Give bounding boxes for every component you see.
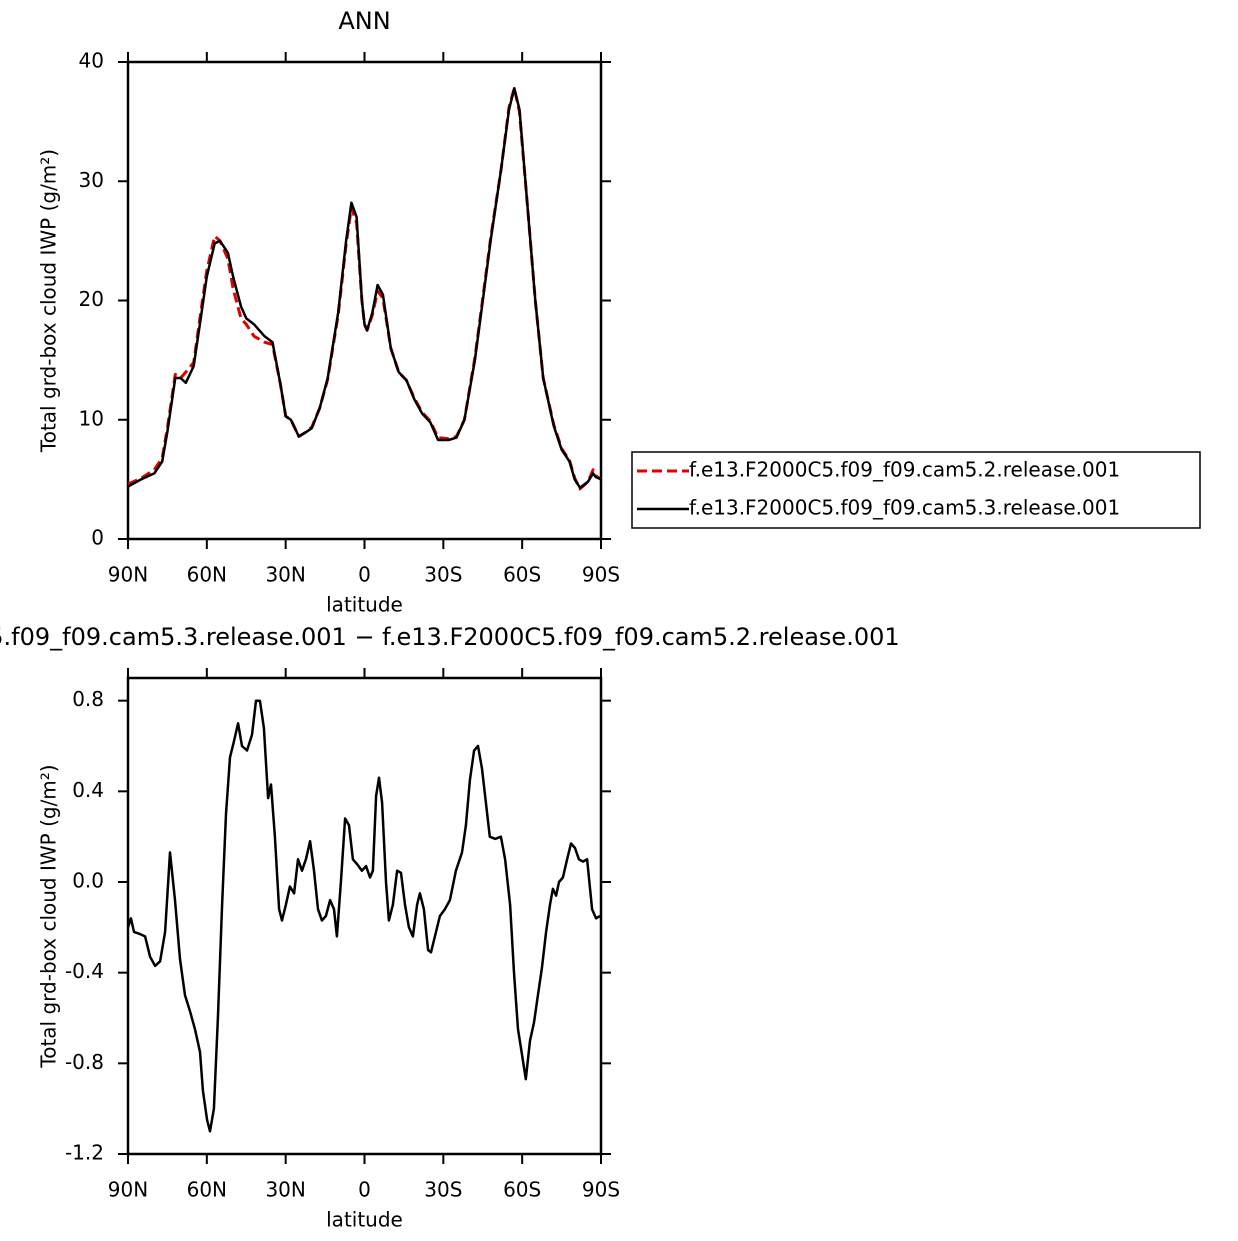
x-tick-label: 30S [424, 563, 462, 587]
y-tick-label: -1.2 [65, 1141, 104, 1165]
x-tick-label: 30S [424, 1178, 462, 1202]
chart-title: ANN [338, 7, 390, 35]
x-tick-label: 90S [582, 1178, 620, 1202]
x-tick-label: 90S [582, 563, 620, 587]
x-tick-label: 60N [187, 563, 227, 587]
chart-title: f.e13.F2000C5.f09_f09.cam5.3.release.001… [0, 623, 900, 651]
data-line [127, 86, 602, 489]
x-tick-label: 0 [358, 1178, 371, 1202]
x-tick-label: 90N [108, 563, 148, 587]
x-tick-label: 60N [187, 1178, 227, 1202]
data-line [127, 86, 602, 491]
y-tick-label: -0.4 [65, 959, 104, 983]
y-tick-label: 0.4 [72, 778, 104, 802]
legend-frame [631, 451, 1201, 529]
legend-label: f.e13.F2000C5.f09_f09.cam5.3.release.001 [689, 496, 1120, 520]
data-line [126, 699, 601, 1133]
x-tick-label: 60S [503, 563, 541, 587]
y-tick-label: 30 [79, 168, 104, 192]
y-tick-label: -0.8 [65, 1050, 104, 1074]
plot-frame [126, 60, 603, 541]
y-tick-label: 0 [91, 526, 104, 550]
x-tick-label: 0 [358, 563, 371, 587]
x-axis-label: latitude [326, 593, 403, 617]
y-axis-label: Total grd-box cloud IWP (g/m²) [37, 764, 61, 1068]
y-tick-label: 0.0 [72, 869, 104, 893]
x-tick-label: 90N [108, 1178, 148, 1202]
x-tick-label: 60S [503, 1178, 541, 1202]
y-axis-label: Total grd-box cloud IWP (g/m²) [37, 149, 61, 453]
y-tick-label: 10 [79, 406, 104, 430]
y-tick-label: 40 [79, 49, 104, 73]
x-axis-label: latitude [326, 1208, 403, 1232]
plot-frame [126, 676, 603, 1156]
x-tick-label: 30N [265, 1178, 305, 1202]
x-tick-label: 30N [265, 563, 305, 587]
y-tick-label: 0.8 [72, 687, 104, 711]
y-tick-label: 20 [79, 287, 104, 311]
legend-label: f.e13.F2000C5.f09_f09.cam5.2.release.001 [689, 458, 1120, 482]
